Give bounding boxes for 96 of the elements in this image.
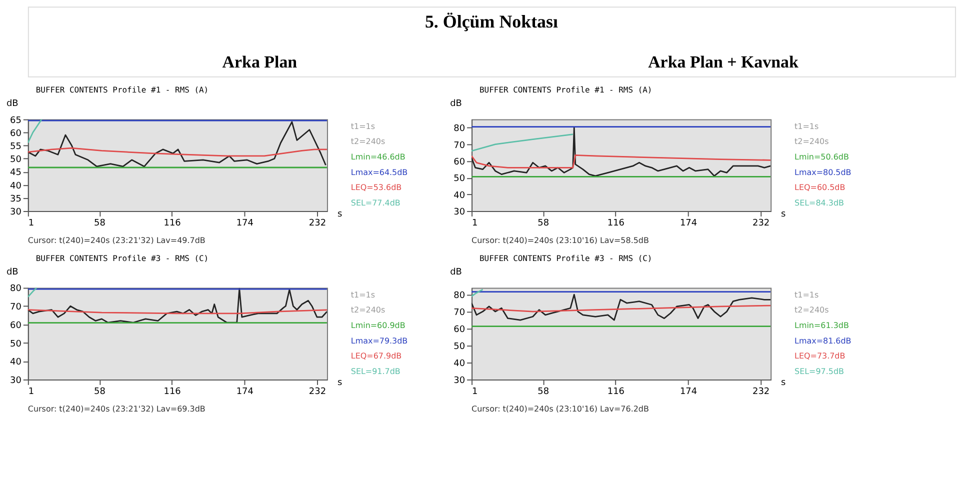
y-tick-label: 80 <box>454 124 466 134</box>
y-axis-title: dB <box>450 267 462 278</box>
text: Lmax=64.5dB <box>350 168 408 177</box>
text: t2=240s <box>350 306 386 315</box>
y-tick-label: 50 <box>454 174 466 184</box>
x-tick-label: 232 <box>752 386 770 397</box>
x-axis-title: s <box>337 378 342 388</box>
y-tick-label: 80 <box>10 284 22 294</box>
line-series <box>472 134 574 152</box>
y-tick-label: 60 <box>10 128 22 139</box>
x-tick-label: 1 <box>472 218 478 228</box>
text: Arka Plan + Kavnak <box>648 52 799 72</box>
x-axis-title: s <box>781 378 786 388</box>
y-tick-label: 60 <box>10 320 22 331</box>
x-tick-label: 116 <box>607 386 625 397</box>
text: Cursor: t(240)=240s (23:21'32) Lav=69.3dB <box>28 404 206 414</box>
y-tick-label: 40 <box>454 190 466 201</box>
x-tick-label: 58 <box>538 386 550 397</box>
text: LEQ=60.5dB <box>794 183 846 192</box>
x-tick-label: 116 <box>164 386 182 397</box>
y-tick-label: 30 <box>454 376 466 386</box>
text: Cursor: t(240)=240s (23:10'16) Lav=58.5dB <box>472 236 649 245</box>
x-tick-label: 58 <box>94 218 106 228</box>
x-tick-label: 1 <box>28 218 34 228</box>
x-axis-title: s <box>337 209 342 220</box>
text: SEL=84.3dB <box>794 198 844 208</box>
text: t2=240s <box>794 137 829 146</box>
line-series <box>28 121 326 168</box>
y-axis-title: dB <box>450 98 462 109</box>
y-tick-label: 30 <box>10 376 22 386</box>
chart-title: BUFFER CONTENTS Profile #1 - RMS (A) <box>36 85 209 94</box>
text: LEQ=53.6dB <box>350 183 402 192</box>
chart-title: BUFFER CONTENTS Profile #1 - RMS (A) <box>480 85 652 94</box>
x-tick-label: 1 <box>28 386 34 397</box>
y-tick-label: 60 <box>454 325 466 336</box>
text: Lmin=61.3dB <box>794 320 849 330</box>
text: t1=1s <box>350 290 375 300</box>
x-tick-label: 58 <box>94 386 106 397</box>
y-tick-label: 70 <box>454 308 466 318</box>
y-tick-label: 70 <box>10 302 22 313</box>
y-axis-title: dB <box>6 267 18 278</box>
line-series <box>472 294 771 321</box>
y-axis-title: dB <box>6 98 18 109</box>
text: SEL=77.4dB <box>350 198 400 208</box>
y-tick-label: 80 <box>454 291 466 302</box>
text: Lmin=50.6dB <box>794 152 849 162</box>
x-tick-label: 174 <box>680 386 698 397</box>
text: t2=240s <box>350 137 386 146</box>
text: Lmin=46.6dB <box>350 152 406 162</box>
text: t1=1s <box>794 290 819 300</box>
text: SEL=97.5dB <box>794 366 844 376</box>
x-axis-title: s <box>781 209 786 220</box>
x-tick-label: 1 <box>472 386 478 397</box>
y-tick-label: 60 <box>454 157 466 168</box>
y-tick-label: 45 <box>10 168 22 178</box>
x-tick-label: 116 <box>607 218 625 228</box>
y-tick-label: 40 <box>454 358 466 369</box>
text: t2=240s <box>794 306 829 315</box>
x-tick-label: 174 <box>236 386 254 397</box>
y-tick-label: 30 <box>454 207 466 218</box>
x-tick-label: 174 <box>236 218 254 228</box>
y-tick-label: 50 <box>10 155 22 166</box>
y-tick-label: 40 <box>10 358 22 368</box>
text: Arka Plan <box>222 52 298 72</box>
y-tick-label: 35 <box>10 194 22 204</box>
x-tick-label: 174 <box>680 218 698 228</box>
text: t1=1s <box>350 122 375 131</box>
x-tick-label: 232 <box>752 218 770 228</box>
x-tick-label: 116 <box>164 218 182 228</box>
y-tick-label: 30 <box>10 207 22 218</box>
line-series <box>472 154 771 168</box>
text: SEL=91.7dB <box>350 366 400 376</box>
text: t1=1s <box>794 122 819 131</box>
y-tick-label: 50 <box>10 339 22 350</box>
chart-title: BUFFER CONTENTS Profile #3 - RMS (C) <box>36 254 209 263</box>
line-series <box>472 126 771 177</box>
line-series <box>28 147 327 157</box>
text: Lmax=79.3dB <box>350 336 408 346</box>
y-tick-label: 50 <box>454 342 466 352</box>
y-tick-label: 40 <box>10 181 22 192</box>
y-tick-label: 65 <box>10 116 22 126</box>
text: Lmin=60.9dB <box>350 320 406 330</box>
x-tick-label: 232 <box>308 218 326 228</box>
text: LEQ=73.7dB <box>794 352 846 361</box>
text: Lmax=80.5dB <box>794 168 852 177</box>
line-series <box>28 288 327 324</box>
y-tick-label: 70 <box>454 140 466 151</box>
text: Cursor: t(240)=240s (23:21'32) Lav=49.7dB <box>28 236 206 245</box>
text: LEQ=67.9dB <box>350 352 402 361</box>
text: Lmax=81.6dB <box>794 336 852 346</box>
chart-title: BUFFER CONTENTS Profile #3 - RMS (C) <box>480 254 652 263</box>
text: 5. Ölçüm Noktası <box>424 12 558 32</box>
text: Cursor: t(240)=240s (23:10'16) Lav=76.2dB <box>472 404 649 414</box>
y-tick-label: 55 <box>10 142 22 152</box>
x-tick-label: 58 <box>538 218 550 228</box>
x-tick-label: 232 <box>308 386 326 397</box>
